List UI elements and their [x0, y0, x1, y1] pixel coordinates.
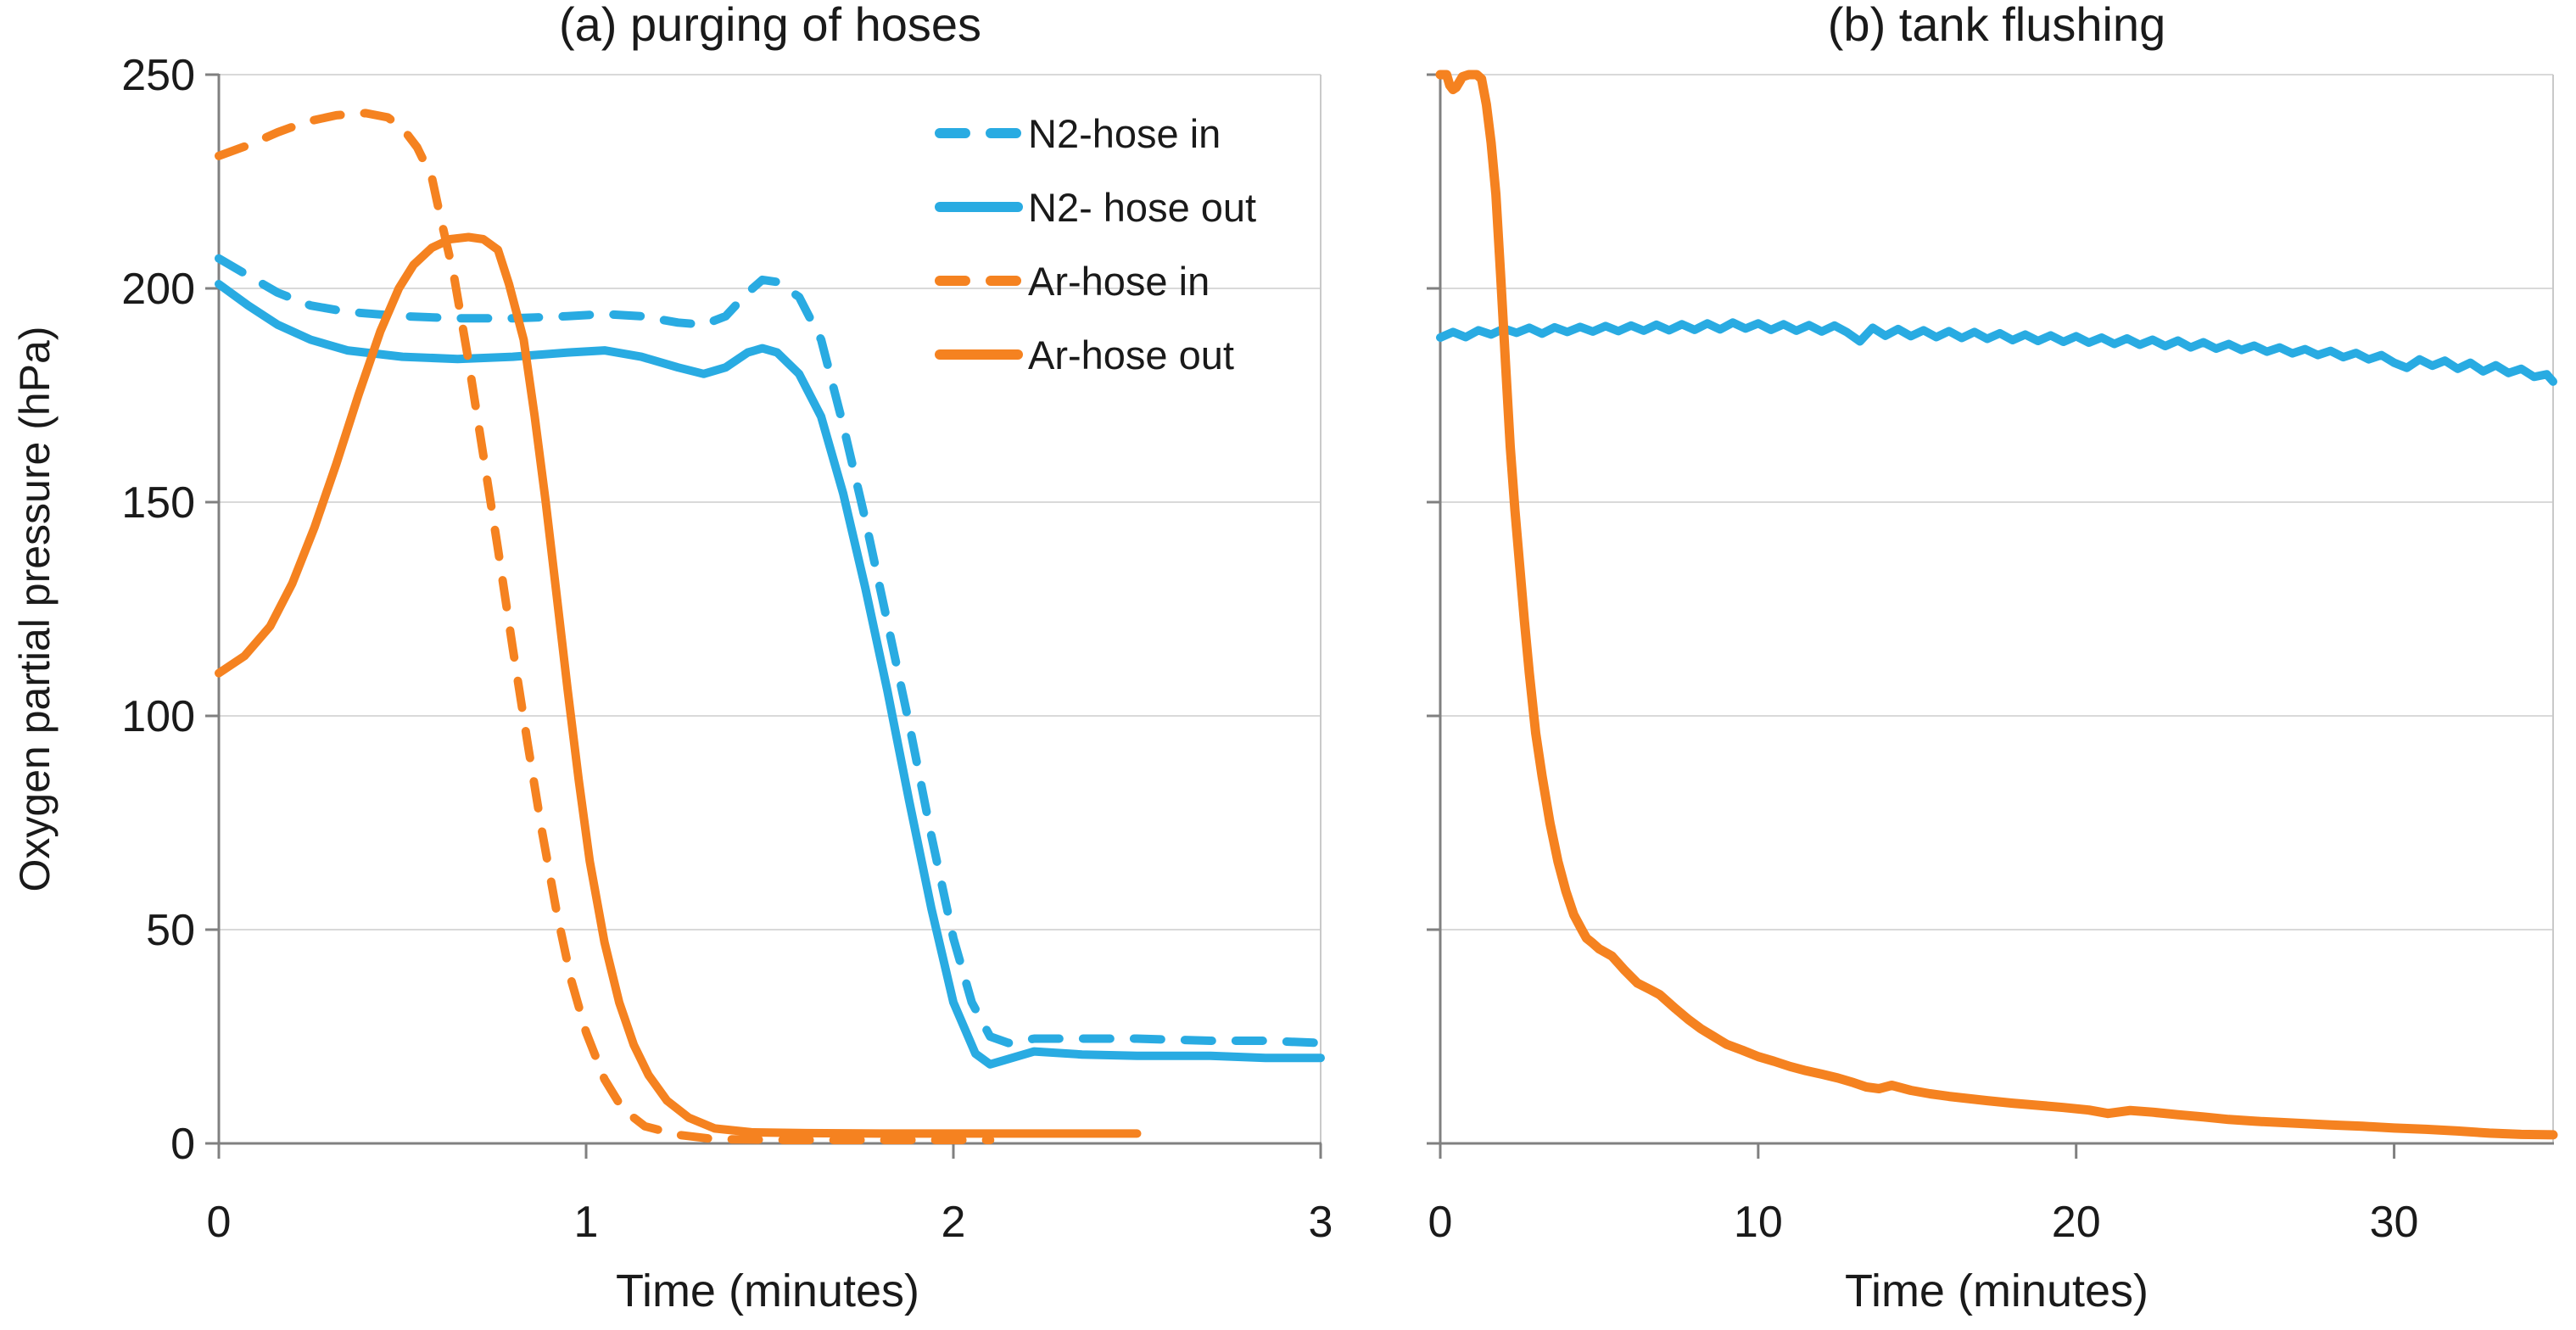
panel-b-title: (b) tank flushing [1828, 0, 2165, 51]
legend: N2-hose in N2- hose out Ar-hose in Ar-hose … [935, 111, 1256, 377]
panel-a-title: (a) purging of hoses [559, 0, 981, 51]
series-ar [1435, 70, 2558, 1140]
y-tick-label: 250 [121, 51, 195, 100]
x-tick-label: 3 [1309, 1198, 1333, 1247]
series-n2-hose-in [215, 254, 1325, 1048]
legend-item-ar-hose-out: Ar-hose out [935, 332, 1234, 377]
x-axis-title-b: Time (minutes) [1845, 1266, 2149, 1316]
chart-panel-a: 0 1 2 3 0 50 100 150 200 250 (a) purging of hoses T… [11, 0, 1333, 1316]
series-n2-hose-out [215, 280, 1325, 1069]
x-tick-label: 0 [207, 1198, 232, 1247]
legend-label-n2-hose-out: N2- hose out [1028, 185, 1256, 230]
x-tick-label: 30 [2370, 1198, 2419, 1247]
x-tick-label: 10 [1734, 1198, 1783, 1247]
x-tick-label: 2 [942, 1198, 966, 1247]
x-tick-label: 1 [574, 1198, 599, 1247]
x-axis-title-a: Time (minutes) [616, 1266, 919, 1316]
series-ar-hose-in [215, 109, 995, 1144]
legend-label-ar-hose-out: Ar-hose out [1028, 332, 1234, 377]
chart-panel-b: 0 10 20 30 (b) tank flushing Time (minutes) [1427, 0, 2558, 1316]
y-axis-title: Oxygen partial pressure (hPa) [11, 327, 59, 892]
y-tick-label: 50 [146, 906, 195, 955]
x-tick-label: 0 [1428, 1198, 1453, 1247]
y-tick-label: 0 [170, 1120, 195, 1169]
series-ar-hose-out [215, 232, 1142, 1138]
y-tick-label: 150 [121, 478, 195, 528]
x-tick-label: 20 [2052, 1198, 2101, 1247]
series-n2 [1436, 318, 2557, 386]
legend-item-ar-hose-in: Ar-hose in [935, 259, 1210, 304]
y-tick-label: 100 [121, 692, 195, 741]
legend-label-ar-hose-in: Ar-hose in [1028, 259, 1210, 304]
legend-item-n2-hose-in: N2-hose in [935, 111, 1221, 156]
legend-label-n2-hose-in: N2-hose in [1028, 111, 1221, 156]
y-tick-label: 200 [121, 265, 195, 314]
legend-item-n2-hose-out: N2- hose out [935, 185, 1256, 230]
